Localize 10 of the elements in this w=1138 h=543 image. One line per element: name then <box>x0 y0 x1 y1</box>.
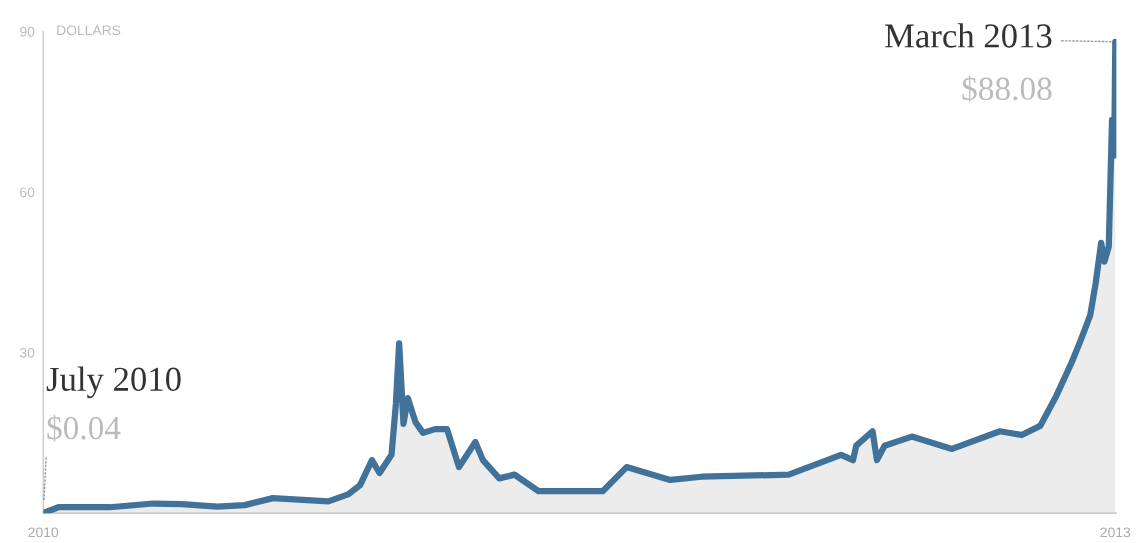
annotation: March 2013 <box>885 23 1052 48</box>
x-tick-label: 2013 <box>1100 527 1131 538</box>
y-tick-label: 90 <box>20 26 35 37</box>
annotation: $88.08 <box>962 75 1052 103</box>
x-tick-label: 2010 <box>28 527 59 538</box>
annotation: $0.04 <box>47 414 121 442</box>
y-tick-label: 30 <box>19 347 35 358</box>
annotation: July 2010 <box>46 366 181 399</box>
y-tick-label: 60 <box>20 187 35 198</box>
y-axis-title: DOLLARS <box>57 25 121 36</box>
